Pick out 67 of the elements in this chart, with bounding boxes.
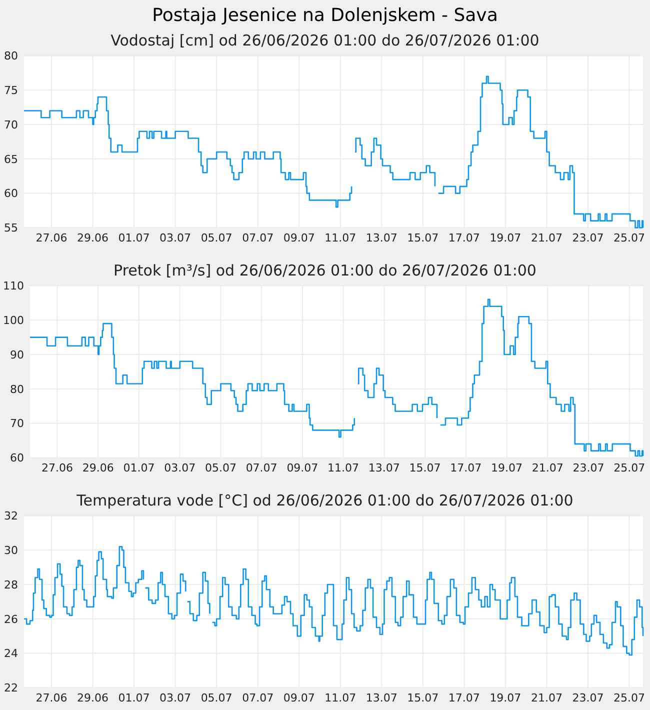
y-tick-label: 55 [4, 222, 18, 235]
x-tick-label: 23.07 [572, 462, 604, 475]
x-tick-label: 21.07 [532, 462, 564, 475]
chart-title: Postaja Jesenice na Dolenjskem - Sava [152, 5, 498, 26]
x-tick-label: 03.07 [160, 692, 192, 705]
x-tick-label: 07.07 [242, 232, 274, 245]
x-tick-label: 11.07 [324, 692, 356, 705]
y-tick-label: 70 [4, 118, 18, 132]
y-tick-label: 30 [4, 544, 18, 557]
x-tick-label: 15.07 [407, 232, 439, 245]
y-tick-label: 60 [4, 187, 18, 200]
x-tick-label: 03.07 [164, 462, 196, 475]
x-tick-label: 25.07 [614, 462, 646, 475]
x-tick-label: 09.07 [283, 692, 315, 705]
x-tick-label: 13.07 [366, 232, 398, 245]
x-tick-label: 29.06 [77, 232, 109, 245]
x-tick-label: 15.07 [407, 692, 439, 705]
x-tick-label: 03.07 [160, 232, 192, 245]
y-tick-label: 32 [4, 510, 18, 523]
x-tick-label: 17.07 [450, 462, 482, 475]
x-tick-label: 11.07 [328, 462, 360, 475]
x-tick-label: 23.07 [572, 692, 604, 705]
y-tick-label: 22 [4, 682, 18, 695]
y-tick-label: 100 [3, 314, 24, 327]
x-tick-label: 25.07 [613, 692, 645, 705]
x-tick-label: 05.07 [200, 692, 232, 705]
y-tick-label: 24 [4, 647, 18, 660]
x-tick-label: 23.07 [572, 232, 604, 245]
x-tick-label: 09.07 [283, 232, 315, 245]
chart-subtitle: Vodostaj [cm] od 26/06/2026 01:00 do 26/07/2026 01:00 [110, 32, 540, 50]
x-tick-label: 05.07 [200, 232, 232, 245]
x-tick-label: 09.07 [286, 462, 318, 475]
chart-subtitle: Temperatura vode [°C] od 26/06/2026 01:00 do 26/07/2026 01:00 [76, 492, 574, 510]
x-tick-label: 25.07 [613, 232, 645, 245]
y-tick-label: 28 [4, 578, 18, 592]
x-tick-label: 11.07 [324, 232, 356, 245]
x-tick-label: 21.07 [530, 232, 562, 245]
x-tick-label: 29.06 [77, 692, 109, 705]
y-tick-label: 70 [10, 417, 24, 430]
y-tick-label: 60 [10, 452, 24, 465]
y-tick-label: 80 [10, 382, 24, 396]
x-tick-label: 19.07 [490, 692, 522, 705]
x-tick-label: 01.07 [118, 692, 150, 705]
x-tick-label: 07.07 [246, 462, 278, 475]
x-tick-label: 17.07 [448, 692, 480, 705]
y-tick-label: 90 [10, 348, 24, 362]
x-tick-label: 29.06 [82, 462, 114, 475]
y-tick-label: 75 [4, 84, 18, 97]
x-tick-label: 13.07 [366, 692, 398, 705]
y-tick-label: 26 [4, 612, 18, 626]
y-tick-label: 80 [4, 50, 18, 63]
x-tick-label: 07.07 [242, 692, 274, 705]
x-tick-label: 05.07 [204, 462, 236, 475]
x-tick-label: 13.07 [368, 462, 400, 475]
x-tick-label: 19.07 [491, 462, 523, 475]
y-tick-label: 110 [3, 280, 24, 293]
x-tick-label: 27.06 [36, 692, 68, 705]
x-tick-label: 01.07 [123, 462, 155, 475]
x-tick-label: 27.06 [41, 462, 73, 475]
x-tick-label: 27.06 [36, 232, 68, 245]
x-tick-label: 21.07 [530, 692, 562, 705]
chart-subtitle: Pretok [m³/s] od 26/06/2026 01:00 do 26/07/2026 01:00 [114, 262, 536, 280]
x-tick-label: 17.07 [448, 232, 480, 245]
y-tick-label: 65 [4, 152, 18, 166]
x-tick-label: 15.07 [409, 462, 441, 475]
x-tick-label: 01.07 [118, 232, 150, 245]
x-tick-label: 19.07 [490, 232, 522, 245]
